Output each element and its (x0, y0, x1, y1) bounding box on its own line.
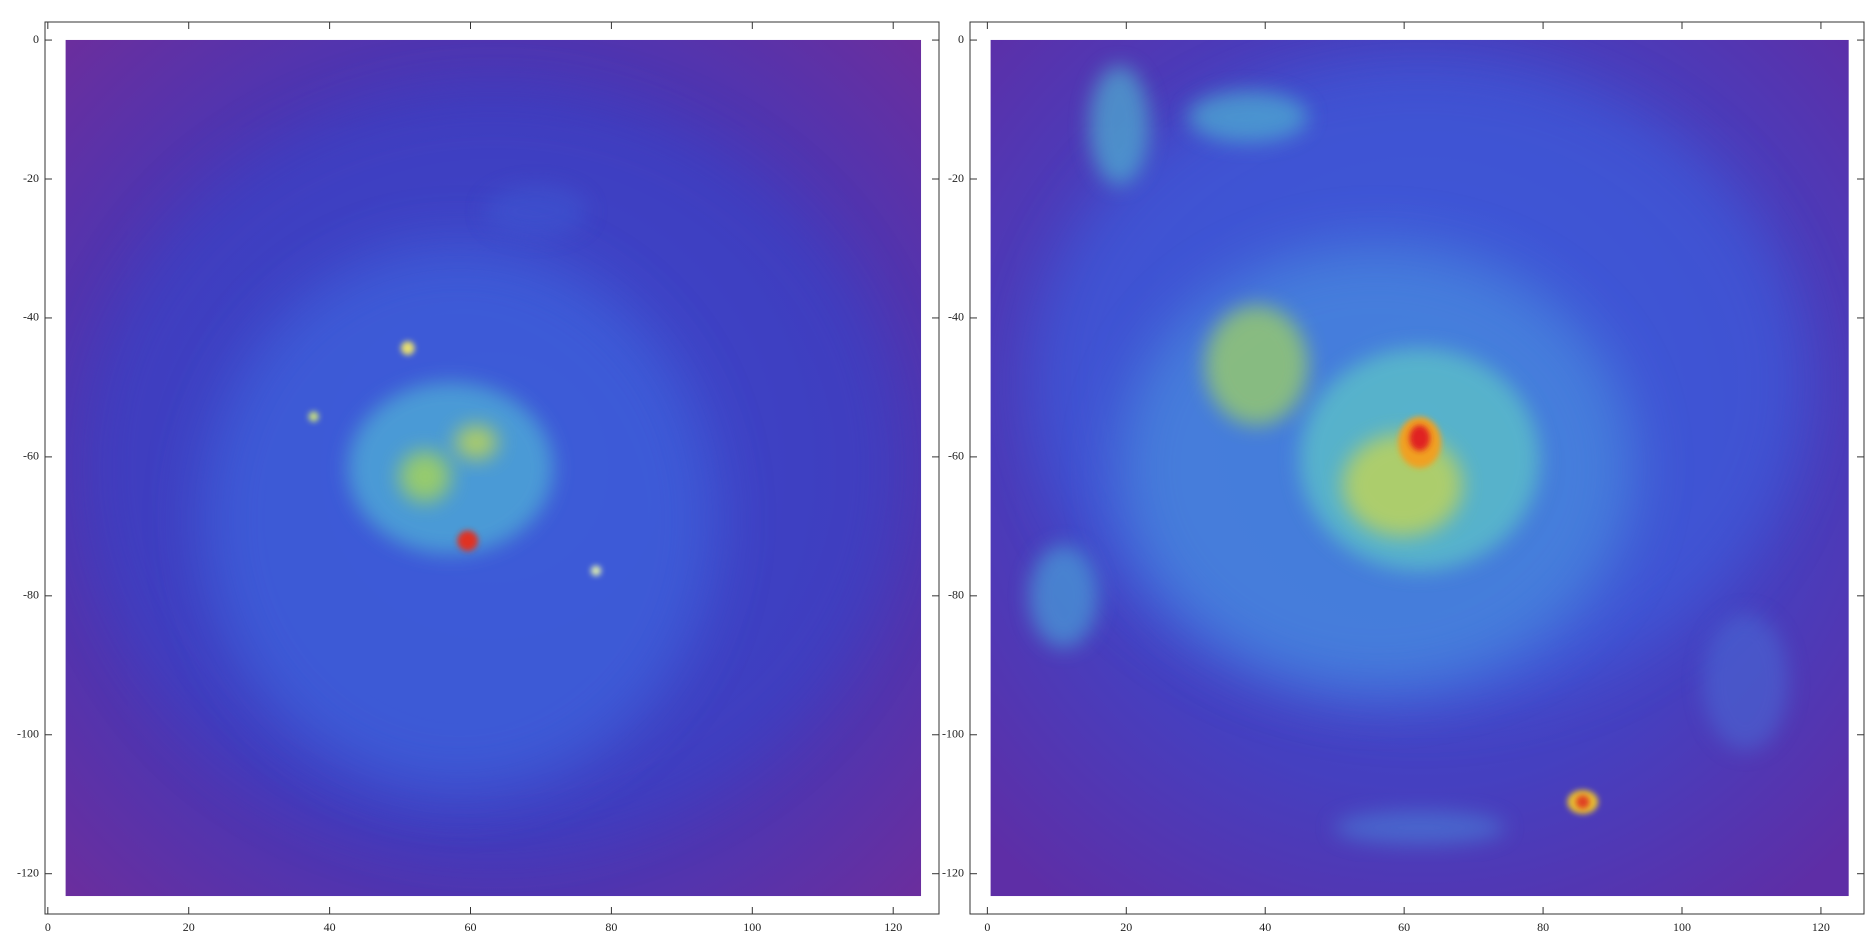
heatmap-feature (1029, 545, 1098, 648)
heatmap-feature (308, 411, 319, 422)
heatmap-image (65, 39, 922, 897)
y-tick-label: -20 (948, 171, 964, 185)
y-tick-label: -100 (17, 727, 39, 741)
y-tick-label: -60 (23, 449, 39, 463)
y-tick-label: 0 (33, 32, 39, 46)
x-tick-label: 60 (465, 920, 477, 934)
panel: 0 20 40 60 80 100 120 0 -20 -40 -60 -80 -100 -120 (942, 21, 1865, 934)
x-tick-label: 20 (183, 920, 195, 934)
y-tick-label: -40 (948, 310, 964, 324)
y-tick-label: 0 (958, 32, 964, 46)
heatmap-feature (1409, 425, 1430, 451)
x-tick-label: 80 (605, 920, 617, 934)
x-tick-label: 0 (45, 920, 51, 934)
heatmap-feature (1205, 305, 1309, 426)
x-tick-label: 100 (1673, 920, 1691, 934)
y-tick-label: -80 (948, 588, 964, 602)
plot-frame (44, 21, 940, 915)
x-tick-label: 40 (1259, 920, 1271, 934)
heatmap-feature (347, 382, 554, 554)
heatmap-feature (484, 185, 588, 237)
heatmap-feature (399, 450, 451, 503)
heatmap-feature (454, 425, 498, 460)
panel: 0 20 40 60 80 100 120 0 -20 -40 -60 -80 -100 -120 (17, 21, 940, 934)
plot-frame (969, 21, 1865, 915)
x-tick-label: 40 (324, 920, 336, 934)
x-tick-label: 100 (743, 920, 761, 934)
heatmap-feature (1702, 613, 1789, 751)
x-tick-label: 60 (1398, 920, 1410, 934)
heatmap-feature (1333, 810, 1506, 845)
y-tick-label: -120 (942, 865, 964, 879)
heatmap-feature (1575, 795, 1590, 809)
heatmap-image (990, 39, 1849, 897)
heatmap-feature (457, 530, 478, 552)
heatmap-feature (1089, 65, 1150, 186)
heatmap-feature (590, 565, 602, 576)
x-tick-label: 120 (1812, 920, 1830, 934)
x-tick-label: 120 (884, 920, 902, 934)
y-tick-label: -40 (23, 310, 39, 324)
x-tick-label: 0 (984, 920, 990, 934)
y-tick-label: -80 (23, 588, 39, 602)
heatmap-feature (1187, 91, 1309, 143)
y-tick-label: -20 (23, 171, 39, 185)
y-tick-label: -100 (942, 727, 964, 741)
y-tick-label: -60 (948, 449, 964, 463)
y-tick-label: -120 (17, 865, 39, 879)
x-tick-label: 80 (1537, 920, 1549, 934)
x-tick-label: 20 (1120, 920, 1132, 934)
heatmap-feature (400, 341, 415, 355)
